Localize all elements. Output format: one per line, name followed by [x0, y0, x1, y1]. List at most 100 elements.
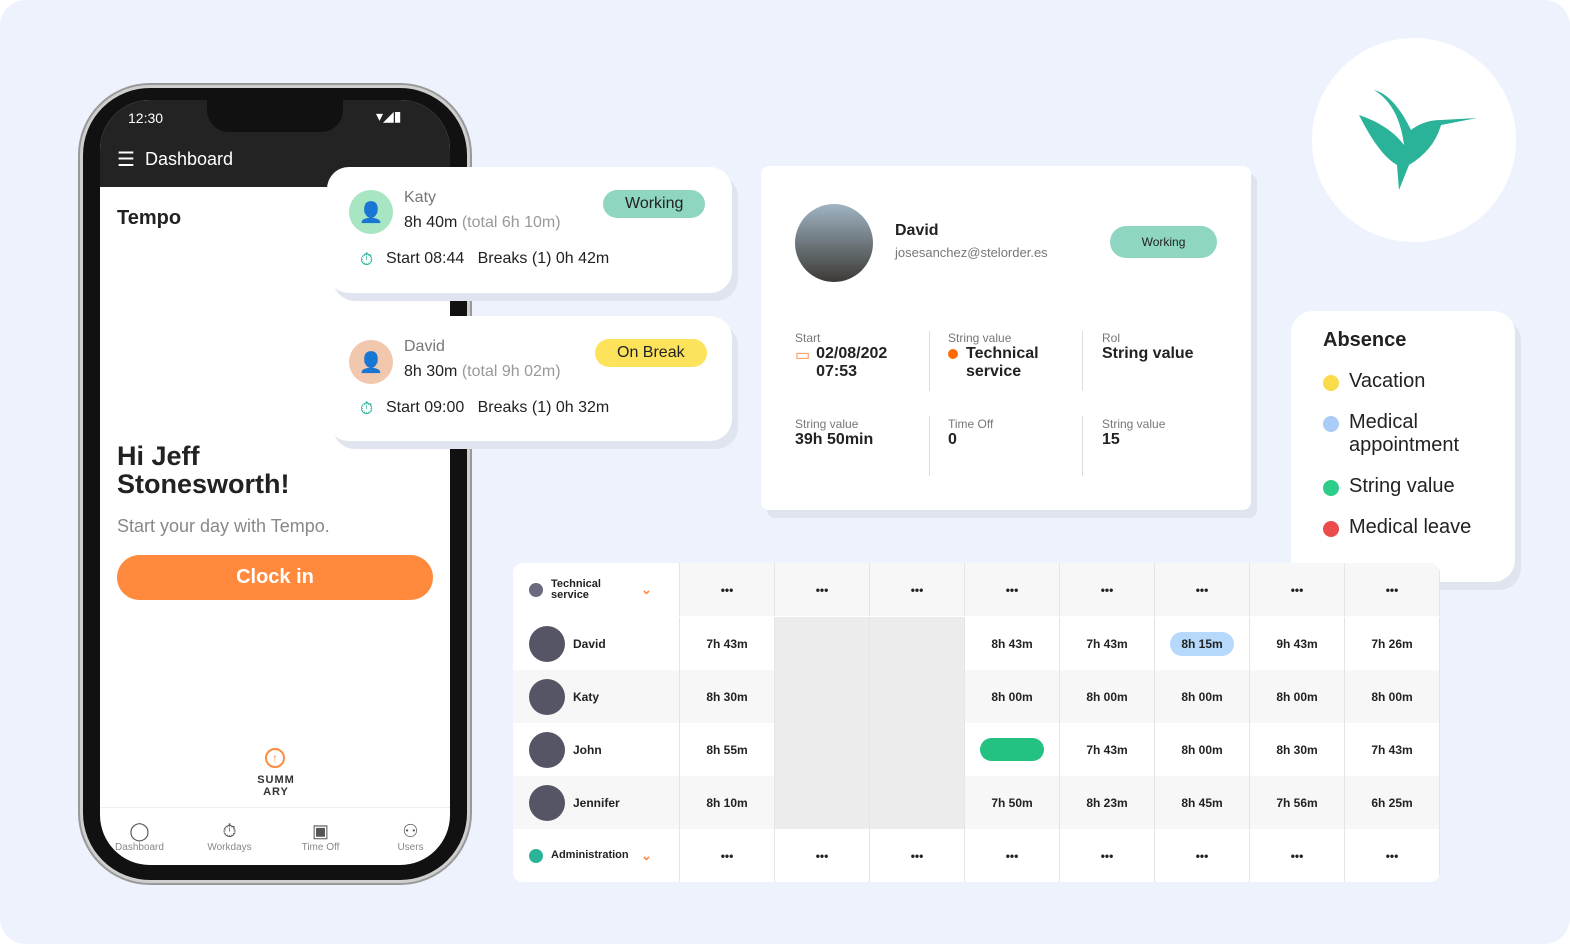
table-row: David 7h 43m 8h 43m 7h 43m 8h 15m 9h 43m 7h 26… — [513, 617, 1440, 670]
more-icon[interactable]: ••• — [1155, 563, 1250, 616]
table-cell[interactable]: 7h 56m — [1250, 776, 1345, 829]
more-icon[interactable]: ••• — [1250, 563, 1345, 616]
more-icon[interactable]: ••• — [965, 563, 1060, 616]
nav-dashboard[interactable]: ◯ Dashboard — [100, 821, 183, 853]
table-cell[interactable]: 8h 23m — [1060, 776, 1155, 829]
table-cell[interactable]: 8h 00m — [1155, 670, 1250, 723]
table-cell[interactable] — [775, 723, 870, 776]
avatar — [529, 731, 565, 768]
cell-value: 8h 00m — [1371, 689, 1413, 704]
nav-workdays[interactable]: ⏱ Workdays — [186, 821, 273, 853]
hummingbird-logo — [1312, 38, 1516, 242]
nav-time-off[interactable]: ▣ Time Off — [277, 821, 364, 853]
more-icon[interactable]: ••• — [1345, 829, 1440, 882]
nav-users[interactable]: ⚇ Users — [367, 821, 450, 853]
field-label: String value — [795, 417, 859, 431]
phone-screen: 12:30 ▾◢▮ ☰ Dashboard Tempo Hi Jeff Ston… — [100, 100, 450, 865]
group-row[interactable]: Administration ⌄ ••• ••• ••• ••• ••• ••• ••• ••• — [513, 829, 1440, 882]
avatar — [529, 784, 565, 821]
table-cell[interactable] — [870, 670, 965, 723]
table-cell[interactable]: 7h 43m — [1345, 723, 1440, 776]
field-value: 15 — [1102, 431, 1120, 448]
table-cell[interactable] — [965, 723, 1060, 776]
cell-value: 8h 55m — [706, 742, 748, 757]
table-cell[interactable] — [775, 670, 870, 723]
cell-value: 7h 43m — [1086, 742, 1128, 757]
group-name: Administration — [551, 849, 629, 861]
field-value: 39h 50min — [795, 431, 874, 448]
total: (total 6h 10m) — [461, 214, 561, 231]
more-icon[interactable]: ••• — [870, 563, 965, 616]
more-icon[interactable]: ••• — [1250, 829, 1345, 882]
table-cell[interactable] — [870, 776, 965, 829]
menu-icon[interactable]: ☰ — [117, 149, 135, 171]
cell-value: 9h 43m — [1276, 636, 1318, 651]
table-cell[interactable]: 8h 00m — [1060, 670, 1155, 723]
table-cell[interactable]: 8h 43m — [965, 617, 1060, 670]
table-cell[interactable]: 8h 15m — [1155, 617, 1250, 670]
signal-battery-icon: ▾◢▮ — [376, 108, 402, 124]
table-cell[interactable]: 7h 50m — [965, 776, 1060, 829]
table-cell[interactable]: 7h 43m — [1060, 617, 1155, 670]
table-cell[interactable]: 7h 43m — [1060, 723, 1155, 776]
stopwatch-icon: ⏱ — [360, 250, 374, 269]
table-cell[interactable]: 6h 25m — [1345, 776, 1440, 829]
chevron-down-icon[interactable]: ⌄ — [641, 582, 652, 597]
cell-value: 7h 43m — [1371, 742, 1413, 757]
table-cell[interactable]: 7h 43m — [680, 617, 775, 670]
breaks: Breaks (1) 0h 32m — [477, 399, 610, 416]
more-icon[interactable]: ••• — [680, 829, 775, 882]
table-cell[interactable]: 8h 10m — [680, 776, 775, 829]
status-card-katy[interactable]: 👤 Katy 8h 40m (total 6h 10m) Working ⏱ S… — [327, 167, 732, 293]
employee-name: Jennifer — [573, 795, 620, 810]
table-cell[interactable]: 8h 00m — [965, 670, 1060, 723]
more-icon[interactable]: ••• — [1060, 563, 1155, 616]
more-icon[interactable]: ••• — [1345, 563, 1440, 616]
table-cell[interactable]: 8h 30m — [680, 670, 775, 723]
group-row[interactable]: Technical service ⌄ ••• ••• ••• ••• ••• ••• ••• •… — [513, 563, 1440, 616]
table-cell[interactable]: 8h 45m — [1155, 776, 1250, 829]
table-row: Jennifer 8h 10m 7h 50m 8h 23m 8h 45m 7h 56m 6h… — [513, 776, 1440, 829]
cell-value: 7h 50m — [991, 795, 1033, 810]
monitor-icon: ▭ — [795, 347, 811, 364]
table-cell[interactable] — [870, 617, 965, 670]
table-cell[interactable]: 8h 00m — [1155, 723, 1250, 776]
table-cell[interactable]: 8h 00m — [1345, 670, 1440, 723]
cell-value: 8h 23m — [1086, 795, 1128, 810]
hours: 8h 30m — [404, 363, 458, 380]
summary-button[interactable]: SUMM ARY — [257, 774, 295, 798]
table-cell[interactable] — [775, 617, 870, 670]
absence-legend: Absence Vacation Medical appointment Str… — [1291, 311, 1515, 582]
more-icon[interactable]: ••• — [1060, 829, 1155, 882]
table-cell[interactable] — [775, 776, 870, 829]
divider — [100, 807, 450, 808]
field-label: Rol — [1102, 331, 1121, 345]
chevron-down-icon[interactable]: ⌄ — [641, 848, 652, 863]
more-icon[interactable]: ••• — [1155, 829, 1250, 882]
nav-label: Workdays — [207, 842, 252, 853]
cell-value: 8h 00m — [1086, 689, 1128, 704]
table-cell[interactable]: 8h 55m — [680, 723, 775, 776]
more-icon[interactable]: ••• — [965, 829, 1060, 882]
more-icon[interactable]: ••• — [775, 563, 870, 616]
table-cell[interactable]: 8h 30m — [1250, 723, 1345, 776]
more-icon[interactable]: ••• — [680, 563, 775, 616]
calendar-icon: ▣ — [311, 821, 329, 841]
clock-in-button[interactable]: Clock in — [117, 555, 433, 600]
table-cell[interactable]: 8h 00m — [1250, 670, 1345, 723]
absence-bar — [980, 738, 1044, 761]
stopwatch-icon: ⏱ — [360, 399, 374, 418]
absence-badge: 8h 15m — [1170, 631, 1234, 656]
cell-value: 8h 00m — [1276, 689, 1318, 704]
table-cell[interactable]: 7h 26m — [1345, 617, 1440, 670]
arrow-up-icon[interactable]: ↑ — [265, 748, 285, 768]
employee-name: Katy — [573, 689, 600, 704]
cell-value: 6h 25m — [1371, 795, 1413, 810]
cell-value: 7h 26m — [1371, 636, 1413, 651]
group-dot — [529, 848, 543, 863]
table-cell[interactable] — [870, 723, 965, 776]
table-cell[interactable]: 9h 43m — [1250, 617, 1345, 670]
status-card-david[interactable]: 👤 David 8h 30m (total 9h 02m) On Break ⏱… — [327, 316, 732, 441]
more-icon[interactable]: ••• — [775, 829, 870, 882]
more-icon[interactable]: ••• — [870, 829, 965, 882]
